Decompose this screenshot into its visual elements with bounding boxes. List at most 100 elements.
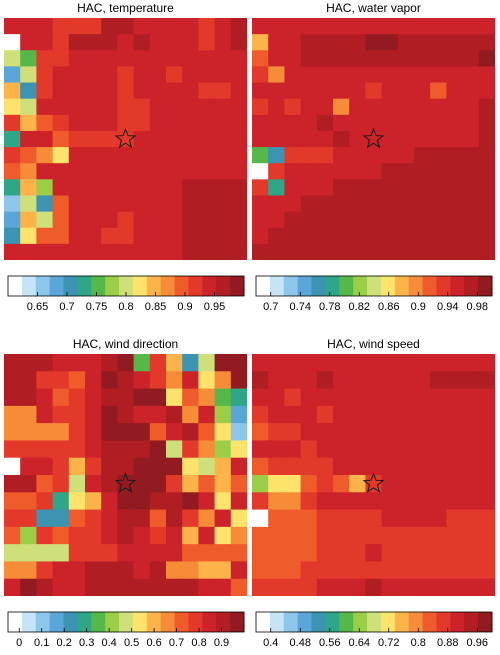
heatmap-cell bbox=[430, 179, 447, 197]
heatmap-cell bbox=[478, 509, 495, 528]
heatmap-cell bbox=[462, 475, 480, 493]
heatmap-cell bbox=[462, 66, 480, 84]
heatmap-svg-temperature bbox=[4, 18, 247, 260]
heatmap-cell bbox=[68, 509, 86, 528]
heatmap-cell bbox=[214, 34, 232, 51]
heatmap-cell bbox=[68, 561, 86, 580]
heatmap-cell bbox=[365, 243, 383, 260]
heatmap-cell bbox=[85, 475, 102, 493]
heatmap-cell bbox=[133, 18, 151, 35]
heatmap-cell bbox=[85, 388, 102, 407]
colorbar-swatch bbox=[77, 276, 92, 296]
heatmap-cell bbox=[333, 130, 350, 148]
colorbar-swatch bbox=[216, 612, 231, 632]
colorbar-swatch bbox=[256, 276, 271, 296]
heatmap-cell bbox=[446, 98, 464, 116]
heatmap-cell bbox=[365, 66, 383, 84]
heatmap-temperature bbox=[4, 18, 247, 260]
heatmap-cell bbox=[101, 211, 118, 229]
heatmap-cell bbox=[252, 405, 269, 424]
colorbar-swatch bbox=[119, 276, 134, 296]
heatmap-cell bbox=[462, 179, 480, 197]
heatmap-cell bbox=[462, 34, 480, 51]
heatmap-cell bbox=[182, 423, 199, 442]
colorbar-tick-label: 0.86 bbox=[378, 301, 399, 313]
heatmap-cell bbox=[182, 130, 199, 148]
heatmap-cell bbox=[230, 405, 247, 424]
heatmap-cell bbox=[20, 354, 37, 372]
chart-title-wind-direction: HAC, wind direction bbox=[72, 337, 179, 351]
heatmap-cell bbox=[149, 354, 167, 372]
heatmap-cell bbox=[36, 544, 54, 563]
heatmap-cell bbox=[149, 227, 167, 245]
heatmap-cell bbox=[365, 163, 383, 180]
heatmap-cell bbox=[381, 18, 399, 35]
heatmap-cell bbox=[365, 354, 383, 372]
colorbar-swatch bbox=[436, 612, 451, 632]
colorbar-swatch bbox=[202, 276, 217, 296]
heatmap-cell bbox=[446, 423, 464, 442]
heatmap-cell bbox=[316, 475, 334, 493]
heatmap-cell bbox=[446, 526, 464, 545]
heatmap-cell bbox=[268, 179, 285, 197]
heatmap-cell bbox=[333, 163, 350, 180]
heatmap-cell bbox=[430, 18, 447, 35]
heatmap-cell bbox=[4, 423, 21, 442]
colorbar-svg-temperature: 0.65 0.7 0.75 0.8 0.85 0.9 0.95 bbox=[7, 275, 245, 313]
heatmap-cell bbox=[101, 457, 118, 476]
heatmap-cell bbox=[36, 66, 54, 84]
heatmap-cell bbox=[36, 34, 54, 51]
heatmap-cell bbox=[20, 147, 37, 164]
heatmap-cell bbox=[36, 98, 54, 116]
colorbar-swatch bbox=[297, 276, 312, 296]
heatmap-cell bbox=[397, 50, 415, 67]
colorbar-swatch bbox=[269, 612, 285, 632]
heatmap-cell bbox=[446, 578, 464, 596]
heatmap-cell bbox=[166, 227, 183, 245]
heatmap-cell bbox=[166, 578, 183, 596]
heatmap-cell bbox=[149, 440, 167, 459]
heatmap-cell bbox=[446, 179, 464, 197]
heatmap-cell bbox=[333, 66, 350, 84]
heatmap-cell bbox=[381, 98, 399, 116]
heatmap-cell bbox=[230, 34, 247, 51]
heatmap-cell bbox=[430, 388, 447, 407]
heatmap-cell bbox=[85, 163, 102, 180]
colorbar-swatch bbox=[450, 612, 465, 632]
heatmap-cell bbox=[20, 163, 37, 180]
heatmap-cell bbox=[414, 243, 431, 260]
heatmap-cell bbox=[381, 492, 399, 511]
heatmap-cell bbox=[316, 114, 334, 132]
heatmap-cell bbox=[349, 526, 366, 545]
colorbar-swatch bbox=[91, 612, 106, 632]
heatmap-cell bbox=[52, 130, 70, 148]
heatmap-cell bbox=[252, 130, 269, 148]
heatmap-cell bbox=[166, 475, 183, 493]
heatmap-cell bbox=[52, 371, 70, 390]
heatmap-cell bbox=[284, 34, 302, 51]
heatmap-cell bbox=[117, 179, 135, 197]
heatmap-cell bbox=[149, 475, 167, 493]
heatmap-cell bbox=[230, 114, 247, 132]
heatmap-cell bbox=[149, 423, 167, 442]
heatmap-cell bbox=[85, 371, 102, 390]
heatmap-cell bbox=[284, 211, 302, 229]
heatmap-cell bbox=[85, 227, 102, 245]
heatmap-cell bbox=[230, 526, 247, 545]
heatmap-cell bbox=[252, 195, 269, 213]
colorbar-tick-label: 0.4 bbox=[263, 637, 278, 649]
heatmap-cell bbox=[381, 475, 399, 493]
colorbar-swatch bbox=[353, 612, 368, 632]
heatmap-cell bbox=[36, 243, 54, 260]
heatmap-cell bbox=[36, 114, 54, 132]
heatmap-cell bbox=[36, 130, 54, 148]
heatmap-cell bbox=[430, 440, 447, 459]
heatmap-cell bbox=[182, 509, 199, 528]
heatmap-cell bbox=[462, 243, 480, 260]
heatmap-cell bbox=[182, 561, 199, 580]
heatmap-cell bbox=[20, 544, 37, 563]
heatmap-cell bbox=[101, 371, 118, 390]
heatmap-cell bbox=[397, 114, 415, 132]
heatmap-cell bbox=[68, 492, 86, 511]
heatmap-cell bbox=[397, 457, 415, 476]
